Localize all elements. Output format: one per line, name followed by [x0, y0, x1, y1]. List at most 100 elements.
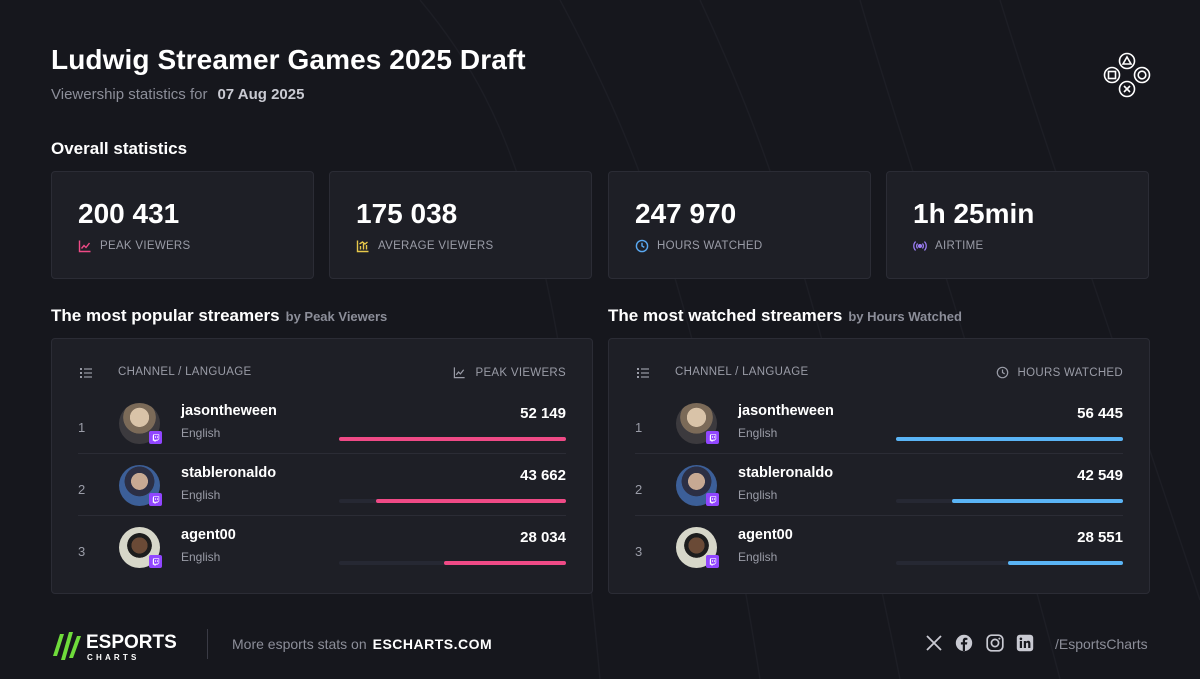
social-handle[interactable]: /EsportsCharts	[1055, 636, 1148, 652]
metric-bar-track	[896, 561, 1123, 565]
metric-bar-fill	[1008, 561, 1123, 565]
table-row[interactable]: 3 agent00 English 28 551	[609, 519, 1149, 581]
streamer-name[interactable]: agent00	[738, 527, 793, 543]
metric-value: 43 662	[520, 467, 566, 484]
table-row[interactable]: 2 stableronaldo English 42 549	[609, 457, 1149, 519]
clock-icon	[635, 239, 649, 253]
footer-divider	[207, 629, 208, 659]
stat-card-average-viewers: 175 038 AVERAGE VIEWERS	[329, 171, 592, 279]
row-divider	[78, 453, 566, 454]
list-icon	[637, 368, 649, 378]
esports-charts-logo: ESPORTS CHARTS	[53, 632, 177, 662]
twitch-icon	[149, 431, 162, 444]
bar-chart-icon	[356, 240, 369, 253]
instagram-icon[interactable]	[986, 634, 1004, 652]
row-rank: 2	[78, 482, 86, 497]
list-icon	[80, 368, 92, 378]
linkedin-icon[interactable]	[1016, 634, 1034, 652]
broadcast-icon	[913, 241, 927, 251]
subtitle-prefix: Viewership statistics for	[51, 86, 208, 103]
escharts-link[interactable]: ESCHARTS.COM	[372, 636, 493, 652]
stat-card-hours-watched: 247 970 HOURS WATCHED	[608, 171, 871, 279]
x-twitter-icon[interactable]	[925, 634, 943, 652]
overall-statistics-title: Overall statistics	[51, 139, 188, 158]
row-divider	[635, 453, 1123, 454]
streamer-name[interactable]: jasontheween	[738, 403, 834, 419]
table-header: CHANNEL / LANGUAGE PEAK VIEWERS	[52, 365, 592, 381]
metric-bar-fill	[896, 437, 1123, 441]
column-peak-viewers: PEAK VIEWERS	[475, 366, 566, 379]
row-rank: 1	[635, 420, 643, 435]
table-row[interactable]: 2 stableronaldo English 43 662	[52, 457, 592, 519]
section-subtitle: by Peak Viewers	[285, 309, 388, 324]
section-title-text: The most watched streamers	[608, 306, 843, 325]
section-title-text: The most popular streamers	[51, 306, 280, 325]
metric-bar-track	[339, 499, 566, 503]
metric-value: 28 551	[1077, 529, 1123, 546]
watched-streamers-table: CHANNEL / LANGUAGE HOURS WATCHED 1 jason…	[608, 338, 1150, 594]
metric-value: 28 034	[520, 529, 566, 546]
streamer-language: English	[181, 488, 221, 502]
page-subtitle: Viewership statistics for 07 Aug 2025	[51, 86, 304, 103]
streamer-language: English	[181, 426, 221, 440]
table-row[interactable]: 1 jasontheween English 56 445	[609, 395, 1149, 457]
row-rank: 3	[78, 544, 86, 559]
row-rank: 3	[635, 544, 643, 559]
metric-bar-track	[339, 561, 566, 565]
playstation-buttons-icon	[1103, 52, 1151, 98]
row-divider	[635, 515, 1123, 516]
footer-more-text: More esports stats on	[232, 636, 367, 652]
popular-streamers-table: CHANNEL / LANGUAGE PEAK VIEWERS 1 jasont…	[51, 338, 593, 594]
row-rank: 1	[78, 420, 86, 435]
watched-streamers-title: The most watched streamers by Hours Watch…	[608, 306, 962, 326]
stat-value: 1h 25min	[913, 198, 1035, 229]
twitch-icon	[149, 555, 162, 568]
popular-streamers-title: The most popular streamers by Peak Viewer…	[51, 306, 387, 326]
stats-date: 07 Aug 2025	[217, 86, 305, 103]
streamer-name[interactable]: stableronaldo	[181, 465, 277, 481]
twitch-icon	[706, 431, 719, 444]
stat-value: 247 970	[635, 198, 737, 229]
metric-value: 56 445	[1077, 405, 1123, 422]
logo-sub: CHARTS	[87, 653, 140, 662]
streamer-name[interactable]: stableronaldo	[738, 465, 834, 481]
twitch-icon	[149, 493, 162, 506]
stat-label-text: HOURS WATCHED	[657, 240, 763, 252]
stat-card-peak-viewers: 200 431 PEAK VIEWERS	[51, 171, 314, 279]
page-title: Ludwig Streamer Games 2025 Draft	[51, 44, 526, 75]
streamer-language: English	[738, 550, 778, 564]
metric-value: 52 149	[520, 405, 566, 422]
row-divider	[78, 515, 566, 516]
stat-value: 175 038	[356, 198, 458, 229]
metric-bar-fill	[951, 499, 1123, 503]
metric-bar-fill	[339, 437, 566, 441]
stat-label-text: AVERAGE VIEWERS	[378, 240, 494, 252]
column-hours-watched: HOURS WATCHED	[1017, 366, 1123, 379]
streamer-name[interactable]: jasontheween	[181, 403, 277, 419]
column-channel-language: CHANNEL / LANGUAGE	[675, 366, 809, 378]
row-rank: 2	[635, 482, 643, 497]
chart-line-icon	[78, 240, 91, 253]
stat-value: 200 431	[78, 198, 180, 229]
table-row[interactable]: 1 jasontheween English 52 149	[52, 395, 592, 457]
streamer-language: English	[738, 426, 778, 440]
streamer-language: English	[181, 550, 221, 564]
table-row[interactable]: 3 agent00 English 28 034	[52, 519, 592, 581]
metric-bar-track	[339, 437, 566, 441]
section-subtitle: by Hours Watched	[848, 309, 962, 324]
streamer-name[interactable]: agent00	[181, 527, 236, 543]
stat-label-text: PEAK VIEWERS	[100, 240, 191, 252]
column-channel-language: CHANNEL / LANGUAGE	[118, 366, 252, 378]
table-header: CHANNEL / LANGUAGE HOURS WATCHED	[609, 365, 1149, 381]
twitch-icon	[706, 555, 719, 568]
metric-bar-fill	[376, 499, 566, 503]
metric-bar-fill	[443, 561, 566, 565]
chart-line-icon	[454, 367, 466, 379]
logo-word: ESPORTS	[86, 632, 177, 653]
stat-label-text: AIRTIME	[935, 240, 984, 252]
clock-icon	[996, 366, 1008, 379]
metric-bar-track	[896, 499, 1123, 503]
facebook-icon[interactable]	[955, 634, 973, 652]
streamer-language: English	[738, 488, 778, 502]
twitch-icon	[706, 493, 719, 506]
